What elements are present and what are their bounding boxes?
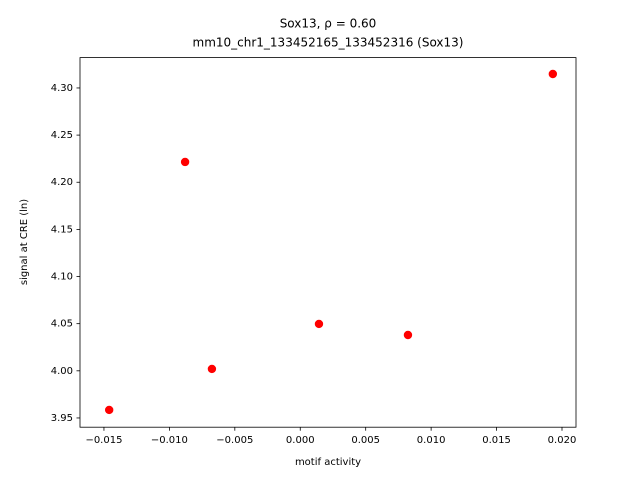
x-tick-label: 0.000 xyxy=(286,435,315,446)
x-tick-label: 0.020 xyxy=(548,435,577,446)
point xyxy=(207,364,217,374)
x-tick-label: 0.005 xyxy=(351,435,380,446)
point xyxy=(180,157,190,167)
x-tick-label: −0.015 xyxy=(85,435,122,446)
y-tick-label: 4.30 xyxy=(51,83,73,94)
x-tick-label: −0.010 xyxy=(151,435,188,446)
point xyxy=(104,405,114,415)
y-tick-label: 4.00 xyxy=(51,366,73,377)
y-tick-label: 4.10 xyxy=(51,272,73,283)
y-axis-label: signal at CRE (ln) xyxy=(19,199,30,285)
chart-subtitle: mm10_chr1_133452165_133452316 (Sox13) xyxy=(193,36,464,50)
point xyxy=(403,330,413,340)
y-tick-label: 4.15 xyxy=(51,224,73,235)
x-tick-label: 0.010 xyxy=(417,435,446,446)
x-tick-label: −0.005 xyxy=(216,435,253,446)
x-tick-label: 0.015 xyxy=(482,435,511,446)
plot-frame xyxy=(79,57,577,428)
y-tick-label: 4.05 xyxy=(51,319,73,330)
point xyxy=(314,319,324,329)
point xyxy=(548,69,558,79)
y-tick-label: 3.95 xyxy=(51,413,73,424)
y-tick-label: 4.20 xyxy=(51,177,73,188)
chart-title: Sox13, ρ = 0.60 xyxy=(280,17,377,31)
x-axis-label: motif activity xyxy=(295,457,361,468)
y-tick-label: 4.25 xyxy=(51,130,73,141)
